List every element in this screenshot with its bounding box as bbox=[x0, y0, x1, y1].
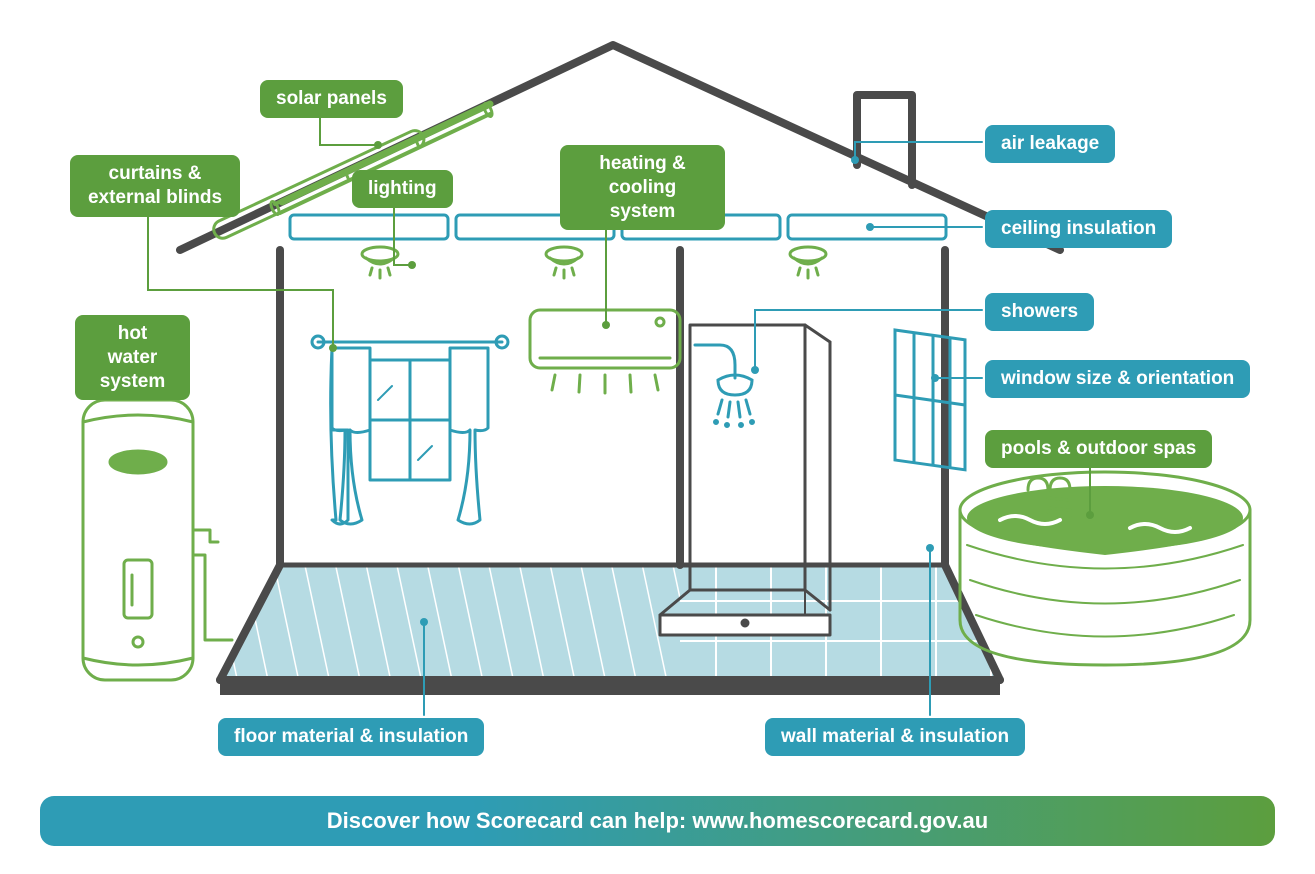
pool-icon bbox=[960, 472, 1250, 665]
label-curtains-blinds: curtains &external blinds bbox=[70, 155, 240, 217]
label-hot-water: hot watersystem bbox=[75, 315, 190, 400]
window-icon bbox=[895, 330, 965, 470]
label-air-leakage: air leakage bbox=[985, 125, 1115, 163]
light-1 bbox=[362, 247, 398, 278]
footer-cta: Discover how Scorecard can help: www.hom… bbox=[40, 796, 1275, 846]
leader-dot-showers bbox=[751, 366, 759, 374]
leader-airleak bbox=[855, 142, 982, 160]
leader-dot-window bbox=[931, 374, 939, 382]
label-wall-material: wall material & insulation bbox=[765, 718, 1025, 756]
leader-dot-wall bbox=[926, 544, 934, 552]
label-window-size: window size & orientation bbox=[985, 360, 1250, 398]
infographic-canvas: solar panels curtains &external blinds l… bbox=[0, 0, 1315, 874]
leader-dot-heating bbox=[602, 321, 610, 329]
light-3 bbox=[790, 247, 826, 278]
label-heating-cooling: heating &cooling system bbox=[560, 145, 725, 230]
leader-dot-lighting bbox=[408, 261, 416, 269]
leader-dot-airleak bbox=[851, 156, 859, 164]
label-showers: showers bbox=[985, 293, 1094, 331]
shower-head-icon bbox=[695, 345, 754, 427]
label-lighting: lighting bbox=[352, 170, 453, 208]
label-pools-spas: pools & outdoor spas bbox=[985, 430, 1212, 468]
hot-water-icon bbox=[83, 400, 232, 680]
leader-dot-solar bbox=[374, 141, 382, 149]
label-floor-material: floor material & insulation bbox=[218, 718, 484, 756]
footer-text: Discover how Scorecard can help: www.hom… bbox=[327, 808, 988, 834]
light-fixtures bbox=[362, 247, 826, 278]
leader-solar bbox=[320, 117, 378, 145]
leader-dot-pools bbox=[1086, 511, 1094, 519]
light-2 bbox=[546, 247, 582, 278]
leader-dot-ceiling bbox=[866, 223, 874, 231]
floor-left bbox=[220, 565, 680, 680]
curtain-window-icon bbox=[312, 336, 508, 524]
leader-dot-curtains bbox=[329, 344, 337, 352]
label-ceiling-insulation: ceiling insulation bbox=[985, 210, 1172, 248]
label-solar-panels: solar panels bbox=[260, 80, 403, 118]
leader-dot-floor bbox=[420, 618, 428, 626]
